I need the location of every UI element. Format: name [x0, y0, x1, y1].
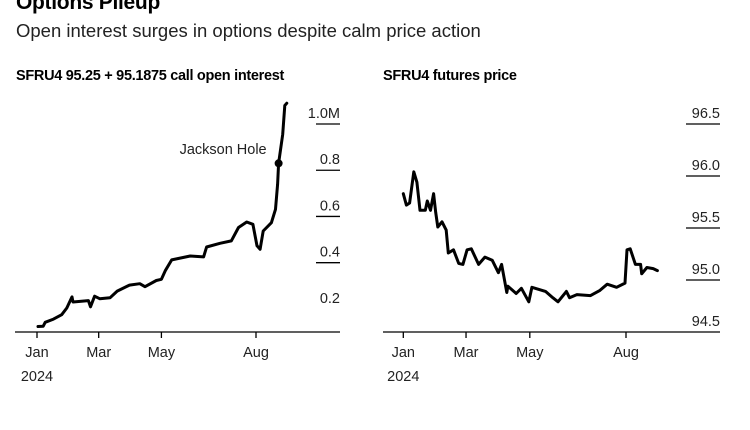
open-interest-x-tick-label: May — [148, 345, 176, 361]
open-interest-y-tick-label: 0.2 — [320, 291, 340, 307]
open-interest-y-tick-label: 0.6 — [320, 198, 340, 214]
open-interest-y-tick-label: 0.4 — [320, 245, 340, 261]
futures-price-x-tick-label: Jan — [392, 345, 415, 361]
open-interest-panel-title: SFRU4 95.25 + 95.1875 call open interest — [16, 68, 285, 84]
jackson-hole-marker — [274, 159, 283, 168]
futures-price-series-line — [401, 170, 659, 304]
futures-price-y-tick-label: 96.5 — [692, 106, 720, 122]
open-interest-year-label: 2024 — [21, 369, 53, 385]
futures-price-y-tick-label: 95.5 — [692, 210, 720, 226]
chart-subtitle: Open interest surges in options despite … — [16, 20, 481, 41]
futures-price-year-label: 2024 — [387, 369, 419, 385]
open-interest-series-line — [36, 101, 289, 328]
futures-price-x-tick-label: Mar — [454, 345, 479, 361]
futures-price-panel-title: SFRU4 futures price — [383, 68, 517, 84]
jackson-hole-annotation: Jackson Hole — [180, 142, 267, 158]
open-interest-x-tick-label: Mar — [86, 345, 111, 361]
open-interest-x-tick-label: Jan — [25, 345, 48, 361]
futures-price-x-tick-label: Aug — [613, 345, 639, 361]
open-interest-x-tick-label: Aug — [243, 345, 269, 361]
open-interest-y-tick-label: 0.8 — [320, 152, 340, 168]
futures-price-y-tick-label: 95.0 — [692, 262, 720, 278]
futures-price-y-tick-label: 96.0 — [692, 158, 720, 174]
open-interest-y-tick-label: 1.0M — [308, 106, 340, 122]
futures-price-y-tick-label: 94.5 — [692, 314, 720, 330]
futures-price-x-tick-label: May — [516, 345, 544, 361]
chart-title: Options Pileup — [16, 0, 160, 14]
